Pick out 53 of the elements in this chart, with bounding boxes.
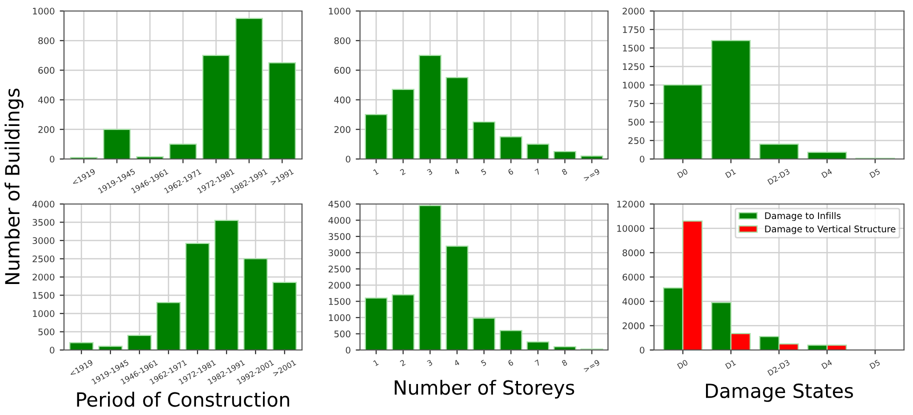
y-tick-label: 6000	[622, 274, 644, 281]
y-tick-label: 500	[334, 330, 350, 338]
y-tick-label: 0	[346, 156, 350, 163]
y-tick-label: 2000	[32, 274, 54, 281]
y-tick-label: 1000	[32, 8, 54, 15]
y-tick-label: 2500	[328, 266, 350, 272]
y-tick-label: 400	[334, 96, 350, 104]
y-tick-label: 4000	[622, 298, 644, 305]
y-tick-label: 1000	[328, 8, 350, 15]
x-axis-title: Period of Construction	[77, 392, 290, 407]
y-tick-label: 800	[38, 37, 54, 44]
y-tick-label: 200	[38, 126, 54, 133]
x-axis-title: Number of Storeys	[394, 380, 574, 399]
y-tick-label: 3500	[328, 233, 350, 240]
y-tick-label: 2000	[328, 282, 350, 289]
y-tick-label: 0	[50, 346, 54, 354]
y-tick-label: 4000	[32, 200, 54, 208]
y-tick-label: 0	[640, 156, 644, 163]
y-tick-label: 1750	[622, 26, 644, 34]
y-tick-label: 0	[640, 346, 644, 354]
y-tick-label: 2000	[622, 322, 644, 330]
y-tick-label: 1250	[622, 63, 644, 70]
y-tick-label: 8000	[622, 249, 644, 256]
y-axis-title: Number of Buildings	[4, 88, 24, 284]
y-tick-label: 10000	[617, 225, 644, 232]
y-tick-label: 4000	[328, 216, 350, 224]
y-tick-label: 750	[628, 100, 644, 108]
y-tick-label: 800	[334, 37, 350, 44]
y-tick-label: 1000	[32, 310, 54, 318]
y-tick-label: 500	[628, 118, 644, 126]
y-tick-label: 3000	[328, 249, 350, 256]
y-tick-label: 3000	[32, 237, 54, 244]
y-tick-label: 250	[628, 137, 644, 144]
y-tick-label: 1000	[622, 82, 644, 89]
y-tick-label: 3500	[32, 218, 54, 226]
y-tick-label: 1500	[328, 298, 350, 305]
y-tick-label: 2000	[622, 8, 644, 15]
legend-label: Damage to Infills	[765, 212, 841, 221]
y-tick-label: 1500	[32, 292, 54, 299]
y-tick-label: 1500	[622, 44, 644, 52]
y-tick-label: 200	[334, 126, 350, 133]
y-tick-label: 12000	[617, 200, 644, 208]
y-tick-label: 600	[38, 66, 54, 74]
y-tick-label: 500	[38, 328, 54, 336]
x-axis-title: Damage States	[706, 383, 853, 402]
y-tick-label: 0	[346, 346, 350, 354]
y-tick-label: 2500	[32, 255, 54, 262]
y-tick-label: 4500	[328, 200, 350, 208]
legend-label: Damage to Vertical Structure	[765, 225, 896, 234]
y-tick-label: 1000	[328, 314, 350, 322]
y-tick-label: 0	[50, 156, 54, 163]
y-tick-label: 600	[334, 66, 350, 74]
y-tick-label: 400	[38, 96, 54, 104]
